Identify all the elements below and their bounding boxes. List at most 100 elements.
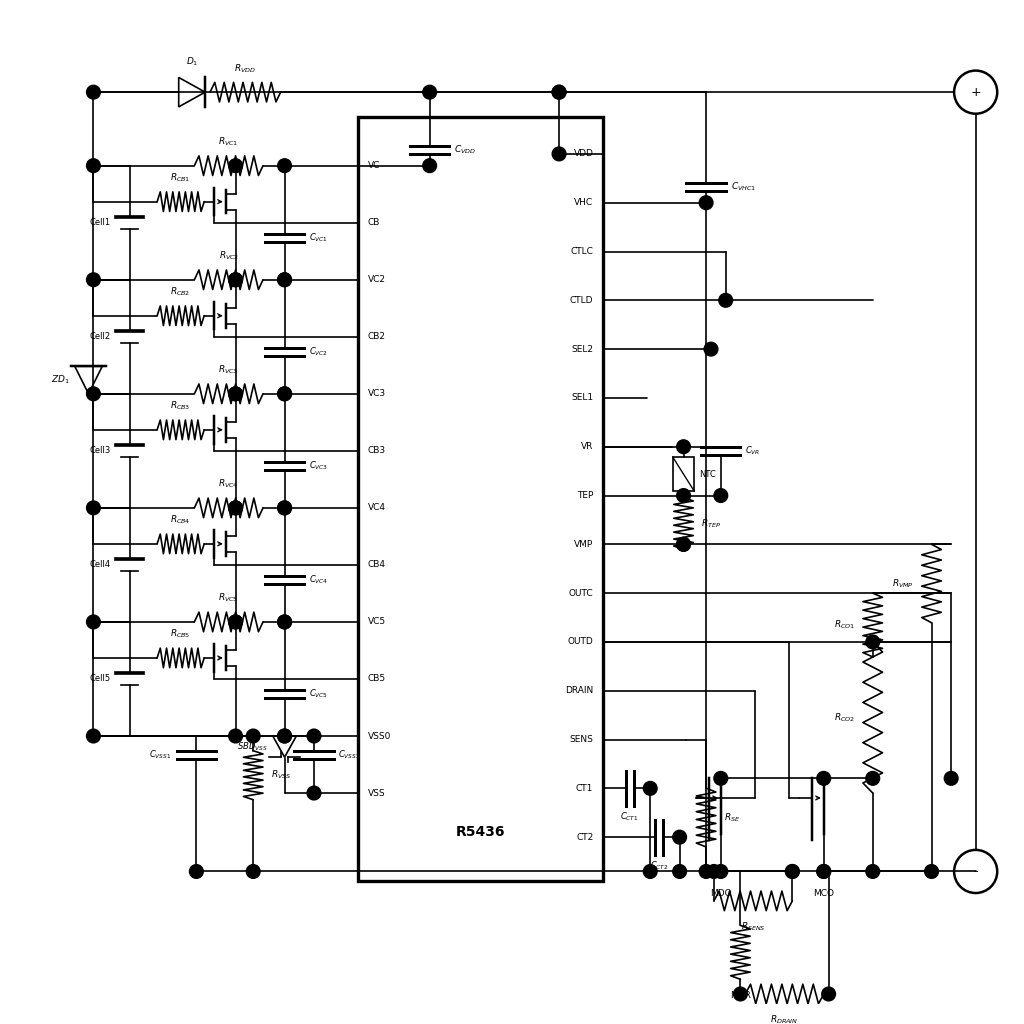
Circle shape [705,342,718,356]
Text: CB3: CB3 [368,446,386,456]
Text: VHC: VHC [574,199,593,207]
Text: $C_{VSS1}$: $C_{VSS1}$ [150,749,172,761]
Circle shape [87,159,100,172]
Text: VR: VR [581,442,593,452]
Text: $R_{CB5}$: $R_{CB5}$ [170,628,190,640]
Circle shape [278,387,292,400]
Circle shape [307,729,321,742]
Text: CB4: CB4 [368,560,386,569]
Circle shape [708,864,721,879]
Bar [358,117,603,882]
Circle shape [278,615,292,629]
Text: $SBD_{VSS}$: $SBD_{VSS}$ [238,740,268,753]
Text: $C_{VC2}$: $C_{VC2}$ [309,345,328,358]
Text: $R_{TEP}$: $R_{TEP}$ [701,517,721,529]
Text: $R_{SENS}$: $R_{SENS}$ [740,921,766,933]
Circle shape [87,387,100,400]
Circle shape [87,729,100,742]
Text: $R_{SE}$: $R_{SE}$ [724,811,740,823]
Text: $R_{CO1}$: $R_{CO1}$ [834,618,855,631]
Text: DRAIN: DRAIN [565,686,593,695]
Text: $R_{VC2}$: $R_{VC2}$ [218,250,239,262]
Text: SEL1: SEL1 [571,393,593,402]
Text: VC2: VC2 [368,275,386,285]
Text: MDO: MDO [710,889,731,898]
Circle shape [643,864,657,879]
Circle shape [278,501,292,515]
Circle shape [228,272,243,287]
Circle shape [228,387,243,400]
Polygon shape [75,367,102,394]
Bar [673,457,694,492]
Circle shape [677,488,690,503]
Circle shape [278,387,292,400]
Circle shape [733,987,748,1000]
Circle shape [822,987,836,1000]
Text: SENS: SENS [569,735,593,744]
Text: $C_{VC5}$: $C_{VC5}$ [309,688,329,700]
Text: VMP: VMP [574,540,593,549]
Circle shape [278,159,292,172]
Text: $R_{VC1}$: $R_{VC1}$ [218,135,239,148]
Circle shape [714,864,728,879]
Text: CB: CB [368,218,380,227]
Circle shape [719,294,732,307]
Circle shape [552,85,566,99]
Circle shape [228,501,243,515]
Circle shape [307,786,321,800]
Text: CT1: CT1 [575,783,593,793]
Text: VDD: VDD [573,150,593,159]
Circle shape [228,272,243,287]
Text: CT2: CT2 [577,833,593,842]
Circle shape [87,501,100,515]
Text: $R_{VC3}$: $R_{VC3}$ [218,364,239,376]
Circle shape [714,488,728,503]
Text: Cell2: Cell2 [90,332,111,341]
Text: $R_{CB3}$: $R_{CB3}$ [170,399,190,413]
Text: $C_{VC3}$: $C_{VC3}$ [309,460,329,472]
Circle shape [278,729,292,742]
Text: Cell5: Cell5 [90,675,111,683]
Circle shape [677,538,690,551]
Text: $C_{VDD}$: $C_{VDD}$ [455,143,476,157]
Circle shape [866,864,880,879]
Circle shape [643,781,657,796]
Circle shape [278,272,292,287]
Text: -: - [974,865,978,878]
Polygon shape [272,736,296,757]
Circle shape [677,538,690,551]
Text: $D_1$: $D_1$ [185,55,199,68]
Text: VC: VC [368,161,380,170]
Text: VC5: VC5 [368,617,386,627]
Circle shape [247,864,260,879]
Text: $R_{VSS}$: $R_{VSS}$ [271,769,291,781]
Circle shape [228,615,243,629]
Text: Cell1: Cell1 [90,218,111,227]
Circle shape [817,771,830,785]
Text: Cell4: Cell4 [90,560,111,569]
Circle shape [785,864,799,879]
Circle shape [423,85,436,99]
Text: $R_{DRAIN}$: $R_{DRAIN}$ [770,1014,799,1024]
Circle shape [785,864,799,879]
Text: $C_{VHC1}$: $C_{VHC1}$ [730,181,756,194]
Circle shape [699,196,713,210]
Text: TEP: TEP [577,492,593,500]
Circle shape [228,159,243,172]
Text: $R_{CB1}$: $R_{CB1}$ [170,172,190,184]
Text: $R_{VC5}$: $R_{VC5}$ [218,592,239,604]
Text: $C_{VR}$: $C_{VR}$ [745,444,761,457]
Text: $R_{VDD}$: $R_{VDD}$ [234,62,256,75]
Circle shape [278,501,292,515]
Text: $R_{CB4}$: $R_{CB4}$ [170,514,190,526]
Circle shape [677,440,690,454]
Circle shape [228,729,243,742]
Text: NTC: NTC [699,470,716,478]
Text: $R_{CO2}$: $R_{CO2}$ [835,712,855,724]
Text: $C_{VSS2}$: $C_{VSS2}$ [339,749,360,761]
Circle shape [228,387,243,400]
Text: CTLC: CTLC [570,247,593,256]
Text: $C_{VC1}$: $C_{VC1}$ [309,231,328,244]
Text: VC3: VC3 [368,389,386,398]
Circle shape [87,272,100,287]
